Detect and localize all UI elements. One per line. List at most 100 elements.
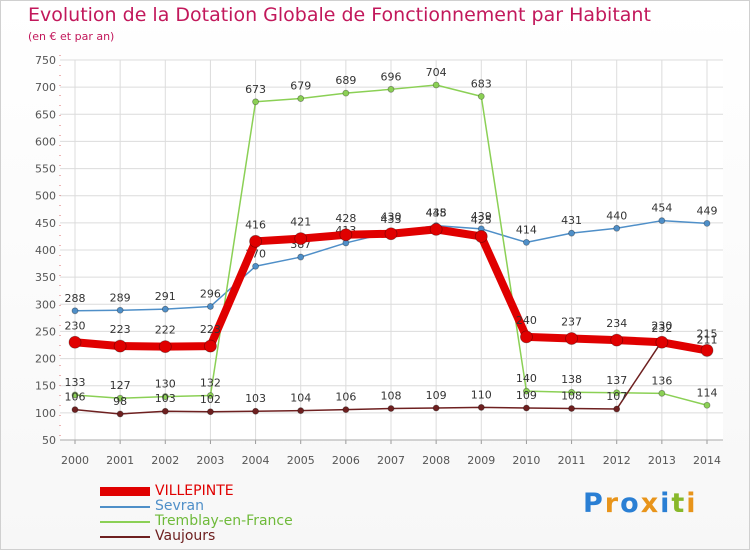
data-point-vaujours <box>523 404 530 412</box>
y-tick-label: 200 <box>35 353 56 366</box>
data-label-tremblay-en-france: 130 <box>155 378 176 391</box>
x-tick-label: 2006 <box>332 454 360 467</box>
data-point-tremblay-en-france <box>116 394 124 402</box>
data-point-villepinte <box>429 222 443 236</box>
data-point-vaujours <box>432 404 440 412</box>
y-tick-label: 400 <box>35 244 56 257</box>
y-tick-label: 650 <box>35 108 56 121</box>
data-point-villepinte <box>565 332 578 345</box>
x-tick-label: 2001 <box>106 454 134 467</box>
data-label-sevran: 288 <box>65 292 86 305</box>
data-label-vaujours: 98 <box>113 395 127 408</box>
data-point-tremblay-en-france <box>342 89 350 97</box>
data-label-vaujours: 103 <box>155 392 176 405</box>
data-label-tremblay-en-france: 696 <box>381 70 402 83</box>
legend-item-vaujours: Vaujours <box>100 528 360 544</box>
data-point-villepinte <box>158 340 172 354</box>
data-point-villepinte <box>384 227 398 241</box>
data-point-tremblay-en-france <box>568 388 575 396</box>
data-point-villepinte <box>520 330 533 344</box>
data-point-villepinte <box>249 234 262 248</box>
y-tick-label: 350 <box>35 271 56 284</box>
data-point-sevran <box>161 305 169 313</box>
data-label-vaujours: 109 <box>516 389 537 402</box>
y-tick-label: 100 <box>35 407 56 420</box>
data-label-vaujours: 104 <box>290 392 311 405</box>
x-tick-label: 2008 <box>422 454 450 467</box>
logo-letter: t <box>671 488 687 519</box>
data-label-tremblay-en-france: 704 <box>426 66 447 79</box>
y-tick-label: 750 <box>35 54 56 67</box>
data-label-sevran: 454 <box>651 202 672 215</box>
data-point-sevran <box>297 253 305 261</box>
data-label-villepinte: 222 <box>155 324 176 337</box>
data-point-vaujours <box>387 405 395 412</box>
data-point-vaujours <box>342 406 350 414</box>
x-tick-label: 2013 <box>648 454 676 467</box>
x-tick-label: 2003 <box>196 454 224 467</box>
data-point-tremblay-en-france <box>71 391 79 399</box>
data-label-tremblay-en-france: 683 <box>471 77 492 90</box>
data-point-tremblay-en-france <box>523 387 530 395</box>
data-label-vaujours: 103 <box>245 392 266 405</box>
data-label-tremblay-en-france: 673 <box>245 83 266 96</box>
data-label-villepinte: 223 <box>200 323 221 336</box>
y-tick-label: 150 <box>35 380 56 393</box>
data-point-sevran <box>116 306 124 314</box>
data-point-sevran <box>658 217 666 225</box>
data-label-vaujours: 102 <box>200 393 221 406</box>
x-tick-label: 2000 <box>61 454 89 467</box>
x-tick-label: 2012 <box>603 454 631 467</box>
data-point-villepinte <box>339 228 353 242</box>
data-point-tremblay-en-france <box>387 85 395 93</box>
data-label-tremblay-en-france: 137 <box>606 374 627 387</box>
y-tick-label: 50 <box>42 434 56 447</box>
data-point-villepinte <box>113 339 127 353</box>
data-label-sevran: 296 <box>200 287 221 300</box>
data-point-tremblay-en-france <box>477 92 485 100</box>
y-tick-label: 500 <box>35 190 56 203</box>
data-label-tremblay-en-france: 133 <box>65 376 86 389</box>
logo-letter: x <box>640 488 661 519</box>
y-tick-label: 550 <box>35 163 56 176</box>
data-label-villepinte: 223 <box>110 323 131 336</box>
data-label-tremblay-en-france: 132 <box>200 376 221 389</box>
logo-letter: r <box>604 488 621 519</box>
data-label-vaujours: 109 <box>426 389 447 402</box>
logo-letter: o <box>620 488 641 519</box>
data-point-vaujours <box>477 404 485 411</box>
data-label-villepinte: 428 <box>335 212 356 225</box>
data-label-sevran: 445 <box>426 207 447 220</box>
legend-label-sevran: Sevran <box>155 498 204 514</box>
data-point-sevran <box>71 307 79 315</box>
data-label-vaujours: 110 <box>471 388 492 401</box>
x-tick-label: 2004 <box>242 454 270 467</box>
logo-letter: P <box>583 488 605 519</box>
data-point-sevran <box>523 238 530 246</box>
data-label-villepinte: 425 <box>471 213 492 226</box>
data-label-vaujours: 108 <box>381 390 402 403</box>
data-label-sevran: 291 <box>155 290 176 303</box>
y-tick-label: 450 <box>35 217 56 230</box>
data-label-tremblay-en-france: 689 <box>335 74 356 87</box>
data-label-vaujours: 108 <box>561 390 582 403</box>
logo-letter: i <box>686 488 698 519</box>
y-tick-label: 250 <box>35 325 56 338</box>
x-tick-label: 2007 <box>377 454 405 467</box>
legend-item-villepinte: VILLEPINTE <box>100 483 360 499</box>
data-point-villepinte <box>68 335 82 349</box>
data-label-tremblay-en-france: 679 <box>290 80 311 93</box>
data-point-tremblay-en-france <box>658 389 666 397</box>
legend-label-vaujours: Vaujours <box>155 528 216 544</box>
data-label-villepinte: 416 <box>245 218 266 231</box>
data-point-tremblay-en-france <box>161 393 169 400</box>
chart-title: Evolution de la Dotation Globale de Fonc… <box>28 4 651 26</box>
logo-letter: i <box>660 488 672 519</box>
data-point-villepinte <box>204 339 217 353</box>
data-point-sevran <box>252 262 259 270</box>
legend-swatch-villepinte <box>100 487 150 496</box>
data-point-villepinte <box>655 335 669 349</box>
data-point-vaujours <box>297 407 305 415</box>
data-point-sevran <box>613 224 621 232</box>
data-point-vaujours <box>116 410 124 418</box>
